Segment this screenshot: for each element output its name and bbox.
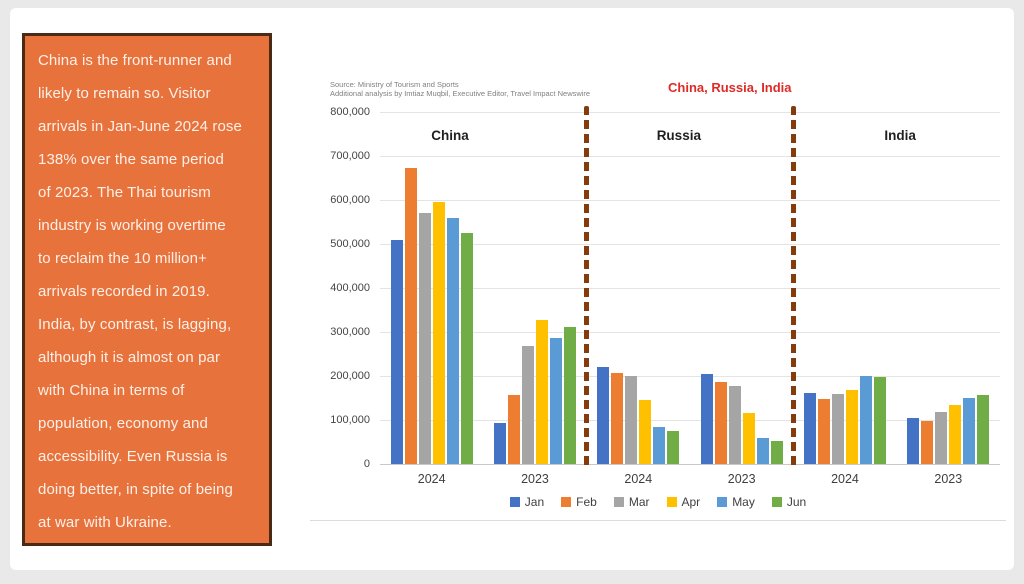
bar-china-2024-may	[446, 218, 459, 464]
bar-india-2023-apr	[949, 405, 962, 464]
bar-china-2024-mar	[418, 213, 431, 464]
section-label-china: China	[431, 128, 469, 143]
bar-russia-2024-feb	[611, 373, 624, 464]
x-axis-label: 2023	[521, 472, 549, 486]
bar-india-2024-jan	[804, 392, 817, 464]
bar-russia-2023-jun	[770, 441, 783, 464]
legend-swatch-icon	[666, 497, 677, 507]
gridline	[380, 376, 1000, 377]
legend-item-feb: Feb	[561, 495, 597, 509]
chart-title: China, Russia, India	[668, 80, 792, 95]
legend-label: Jan	[524, 495, 545, 509]
bar-china-2023-jun	[564, 327, 577, 464]
section-divider-dashed-line	[584, 106, 590, 466]
bar-india-2023-jan	[907, 418, 920, 464]
bar-india-2023-mar	[935, 411, 948, 464]
bar-russia-2023-may	[756, 437, 769, 464]
bar-india-2023-feb	[921, 420, 934, 464]
x-axis-label: 2023	[727, 472, 756, 486]
legend-label: Jun	[786, 495, 807, 509]
section-label-india: India	[884, 128, 916, 143]
x-axis-label: 2024	[417, 472, 446, 486]
bar-russia-2024-mar	[625, 376, 638, 464]
legend-label: Feb	[576, 495, 597, 509]
legend-swatch-icon	[561, 497, 572, 507]
commentary-text: China is the front-runner and likely to …	[38, 52, 242, 531]
bar-russia-2023-mar	[728, 385, 741, 464]
y-axis-tick-label: 600,000	[330, 194, 370, 206]
y-axis-tick-label: 700,000	[330, 150, 370, 162]
bar-india-2023-jun	[977, 395, 990, 464]
y-axis-tick-label: 300,000	[330, 326, 370, 338]
gridline	[380, 288, 1000, 289]
y-axis-tick-label: 800,000	[330, 106, 370, 118]
chart: Source: Ministry of Tourism and Sports A…	[310, 40, 1006, 521]
gridline	[380, 200, 1000, 201]
x-axis-label: 2024	[624, 472, 653, 486]
plot-area: 0 100,000 200,000 300,000 400,000 500,000 600,…	[330, 106, 1000, 486]
section-label-russia: Russia	[656, 128, 701, 143]
legend-item-jan: Jan	[509, 495, 545, 509]
y-axis-tick-label: 400,000	[330, 282, 370, 294]
bar-russia-2024-apr	[639, 400, 652, 464]
x-axis-label: 2023	[934, 472, 963, 486]
legend-item-apr: Apr	[666, 495, 701, 509]
gridline	[380, 420, 1000, 421]
legend-item-jun: Jun	[771, 495, 807, 509]
chart-source: Source: Ministry of Tourism and Sports A…	[330, 80, 590, 98]
legend-item-may: May	[717, 495, 755, 509]
legend-item-mar: Mar	[613, 495, 650, 509]
bar-india-2023-may	[963, 398, 976, 464]
gridline	[380, 112, 1000, 113]
bar-india-2024-mar	[832, 394, 845, 464]
bar-russia-2023-apr	[742, 412, 755, 464]
legend-label: May	[732, 495, 755, 509]
bar-china-2024-jun	[460, 233, 473, 464]
bar-india-2024-apr	[846, 389, 859, 464]
bar-india-2024-feb	[818, 398, 831, 464]
bar-china-2023-may	[550, 338, 563, 464]
bar-russia-2023-feb	[714, 382, 727, 464]
x-axis-line	[380, 464, 1000, 465]
bar-china-2023-mar	[522, 346, 535, 464]
bar-russia-2024-jun	[667, 431, 680, 464]
bar-china-2024-jan	[390, 240, 403, 464]
legend-swatch-icon	[613, 497, 624, 507]
y-axis-tick-label: 0	[363, 458, 370, 470]
bar-china-2024-apr	[432, 202, 445, 464]
legend-swatch-icon	[717, 497, 728, 507]
gridline	[380, 156, 1000, 157]
y-axis-tick-label: 200,000	[330, 370, 370, 382]
legend-label: Apr	[681, 495, 701, 509]
bar-russia-2024-may	[653, 427, 666, 464]
legend-label: Mar	[628, 495, 650, 509]
commentary-box: China is the front-runner and likely to …	[22, 33, 272, 546]
x-axis-label: 2024	[831, 472, 859, 486]
bar-russia-2024-jan	[597, 367, 610, 464]
bar-china-2024-feb	[404, 168, 417, 464]
legend-swatch-icon	[509, 497, 520, 507]
bar-india-2024-may	[860, 376, 873, 464]
legend-swatch-icon	[771, 497, 782, 507]
section-divider-dashed-line	[790, 106, 796, 466]
y-axis-tick-label: 500,000	[330, 238, 370, 250]
bar-russia-2023-jan	[700, 374, 713, 464]
gridline	[380, 244, 1000, 245]
y-axis-tick-label: 100,000	[330, 414, 370, 426]
gridline	[380, 332, 1000, 333]
bar-china-2023-jan	[494, 423, 507, 464]
chart-source-line1: Source: Ministry of Tourism and Sports	[330, 80, 459, 89]
chart-legend: Jan Feb Mar Apr May Jun	[310, 495, 1006, 509]
bar-china-2023-apr	[536, 320, 549, 464]
slide: China is the front-runner and likely to …	[10, 8, 1014, 570]
bar-china-2023-feb	[508, 395, 521, 464]
chart-source-line2: Additional analysis by Imtiaz Muqbil, Ex…	[330, 89, 591, 98]
bar-india-2024-jun	[874, 376, 887, 464]
